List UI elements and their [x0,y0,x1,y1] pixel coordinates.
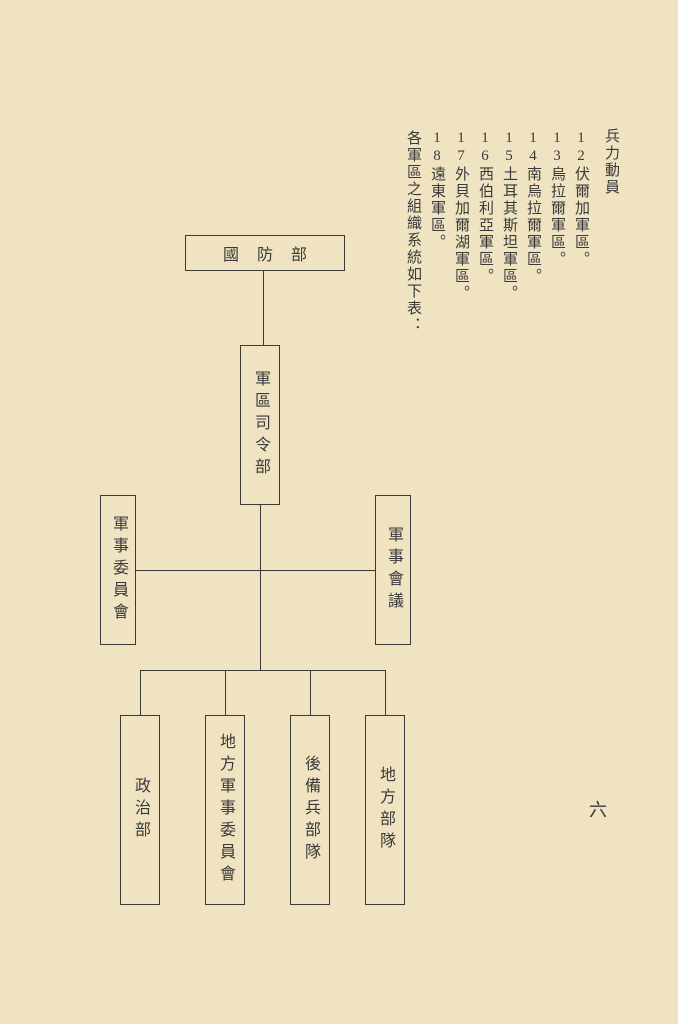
list-item: 14南烏拉爾軍區。 [521,130,545,285]
edge [225,670,226,715]
org-chart: 國防部 軍區司令部 軍事委員會 軍事會議 地方部隊 後備兵部隊 地方軍事委員會 … [75,235,455,955]
list-item: 16西伯利亞軍區。 [473,130,497,285]
node-hq: 軍區司令部 [240,345,280,505]
node-root: 國防部 [185,235,345,271]
edge [310,670,311,715]
edge [385,670,386,715]
list-item: 15土耳其斯坦軍區。 [497,130,521,302]
page-number: 六 [584,800,610,818]
node-political-dept: 政治部 [120,715,160,905]
section-header: 兵力動員 [603,128,619,196]
node-local-mil-committee: 地方軍事委員會 [205,715,245,905]
edge [260,505,261,670]
edge [136,570,375,571]
node-military-committee: 軍事委員會 [100,495,136,645]
node-reserve-forces: 後備兵部隊 [290,715,330,905]
edge [140,670,141,715]
node-local-forces: 地方部隊 [365,715,405,905]
edge [140,670,385,671]
node-military-conference: 軍事會議 [375,495,411,645]
list-item: 12伏爾加軍區。 [569,130,593,268]
edge [263,271,264,345]
page: 兵力動員 12伏爾加軍區。13烏拉爾軍區。14南烏拉爾軍區。15土耳其斯坦軍區。… [0,0,678,1024]
list-item: 13烏拉爾軍區。 [545,130,569,268]
text-block: 兵力動員 [599,128,623,196]
list-item: 18遠東軍區。 [425,130,449,251]
